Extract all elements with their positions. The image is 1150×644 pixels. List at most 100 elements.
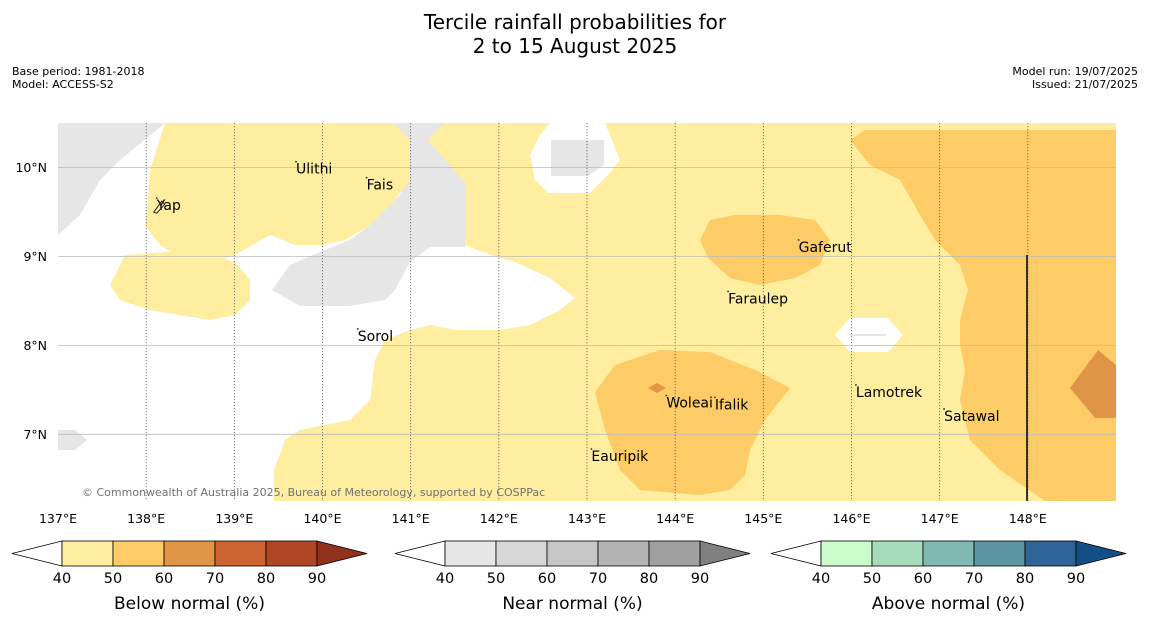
place-label: Woleai [666,396,713,412]
latitude-tick-labels: 10°N 9°N 8°N 7°N [15,160,47,442]
colorbars: 40 50 60 70 80 90 Below normal (%) 40 50 60 70 80 90… [11,540,1127,614]
near-normal-area [58,430,87,450]
colorbar-extend-high [699,540,751,567]
colorbar-segment [597,540,650,567]
lon-tick-label: 139°E [215,511,253,526]
colorbar-tick-label: 80 [640,571,658,587]
title-line-1: Tercile rainfall probabilities for [423,10,727,34]
lat-tick-label: 9°N [23,249,47,264]
yap-island-shape [152,200,166,214]
meta-left: Base period: 1981-2018 Model: ACCESS-S2 [12,65,144,91]
below-normal-50-area [700,215,830,285]
colorbar-segment [546,540,599,567]
colorbar-segment [112,540,165,567]
island-marker [155,197,158,200]
copyright-text: © Commonwealth of Australia 2025, Bureau… [82,486,545,499]
below-normal-40-area [110,250,250,320]
title-line-2: 2 to 15 August 2025 [472,34,678,58]
longitude-tick-labels: 137°E 138°E 139°E 140°E 141°E 142°E 143°E 144°E… [39,511,1047,526]
island-marker [727,290,729,293]
place-label: Ulithi [296,162,332,178]
colorbar-tick-label: 70 [206,571,224,587]
colorbar-extend-low [394,540,446,567]
colorbar-tick-label: 60 [155,571,173,587]
colorbar: 40 50 60 70 80 90 Below normal (%) [11,540,368,614]
colorbar-tick-label: 50 [863,571,881,587]
colorbar-segment [871,540,924,567]
island-marker [365,176,368,179]
place-label: Satawal [944,409,999,425]
colorbar-tick-label: 40 [812,571,830,587]
lon-tick-label: 146°E [832,511,870,526]
near-normal-area [272,123,465,306]
model-run-text: Model run: 19/07/2025 [1012,65,1138,78]
island-marker [295,160,297,163]
colorbar-extend-low [770,540,822,567]
place-label: Yap [156,198,181,214]
colorbar: 40 50 60 70 80 90 Near normal (%) [394,540,751,614]
island-marker [590,448,593,450]
lon-tick-label: 148°E [1009,511,1047,526]
colorbar-segment [820,540,873,567]
lon-tick-label: 145°E [744,511,782,526]
lon-tick-label: 137°E [39,511,77,526]
near-normal-area [551,140,604,176]
colorbar-extend-low [11,540,63,567]
island-marker [356,328,359,330]
near-normal-area [58,123,165,235]
lon-tick-label: 144°E [656,511,694,526]
colorbar-segment [265,540,318,567]
colorbar-tick-label: 40 [436,571,454,587]
lon-tick-label: 143°E [568,511,606,526]
island-marker [665,394,668,397]
colorbar: 40 50 60 70 80 90 Above normal (%) [770,540,1127,614]
lat-tick-label: 7°N [23,427,47,442]
place-label: Gaferut [799,240,853,256]
colorbar-tick-label: 80 [257,571,275,587]
base-period-text: Base period: 1981-2018 [12,65,145,78]
colorbar-segment [648,540,701,567]
colorbar-tick-label: 50 [487,571,505,587]
place-label: Sorol [358,329,393,345]
lon-tick-label: 142°E [480,511,518,526]
place-label: Lamotrek [856,385,923,401]
colorbar-tick-label: 90 [1067,571,1085,587]
colorbar-segment [163,540,216,567]
below-normal-50-area [595,350,790,495]
island-marker [943,408,945,410]
colorbar-extend-high [1075,540,1127,567]
colorbar-segment [973,540,1026,567]
place-label: Ifalik [715,397,749,413]
colorbar-segment [1024,540,1077,567]
below-normal-60-area [1070,350,1116,418]
below-normal-40-area [145,123,410,265]
colorbar-segment [495,540,548,567]
below-normal-40-area [274,123,1116,501]
colorbar-tick-label: 50 [104,571,122,587]
colorbar-tick-label: 70 [965,571,983,587]
colorbar-label: Near normal (%) [502,594,642,614]
place-labels: Ulithi Yap Fais Gaferut Faraulep Sorol Lamotre… [152,160,1000,465]
place-label: Fais [367,178,394,194]
colorbar-segment [922,540,975,567]
lat-tick-label: 10°N [15,160,47,175]
lat-tick-label: 8°N [23,338,47,353]
colorbar-tick-label: 60 [538,571,556,587]
colorbar-extend-high [316,540,368,567]
near-normal-area [850,334,886,336]
below-normal-60-area [648,383,666,393]
island-marker [713,396,716,399]
lon-tick-label: 138°E [127,511,165,526]
island-marker [855,384,857,386]
colorbar-tick-label: 60 [914,571,932,587]
colorbar-segment [444,540,497,567]
place-label: Eauripik [591,449,649,465]
model-text: Model: ACCESS-S2 [12,78,114,91]
colorbar-tick-label: 90 [308,571,326,587]
place-label: Faraulep [728,292,788,308]
gridlines [58,123,1116,501]
colorbar-segment [61,540,114,567]
colorbar-tick-label: 80 [1016,571,1034,587]
colorbar-label: Below normal (%) [114,594,265,614]
